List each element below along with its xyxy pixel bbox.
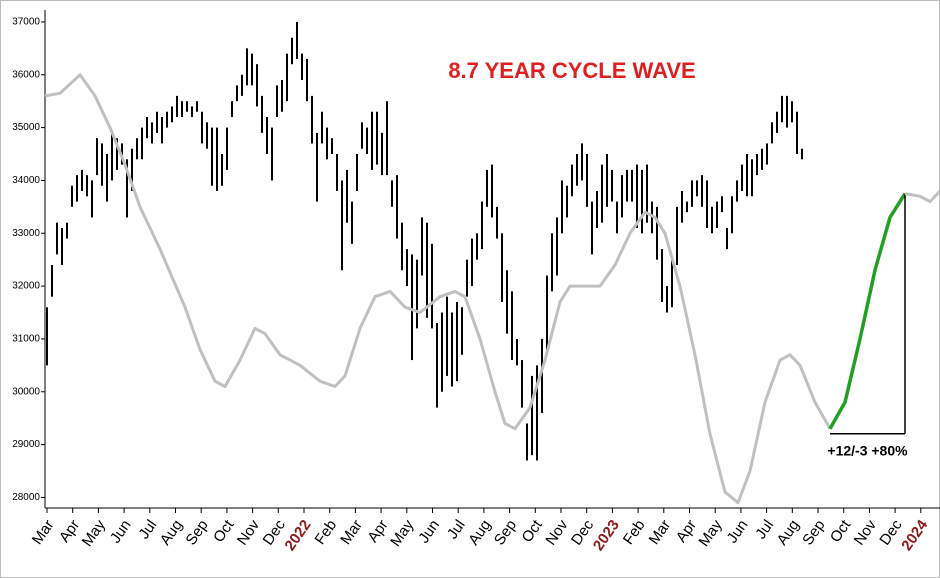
y-tick-label: 34000 [12, 175, 40, 186]
y-tick-label: 28000 [12, 492, 40, 503]
y-tick-label: 37000 [12, 17, 40, 28]
y-tick-label: 33000 [12, 228, 40, 239]
cycle-wave [44, 73, 832, 505]
y-tick-label: 35000 [12, 122, 40, 133]
y-tick-label: 36000 [12, 69, 40, 80]
chart-title: 8.7 YEAR CYCLE WAVE [448, 58, 695, 83]
projection-wave [828, 192, 907, 430]
y-tick-label: 30000 [12, 386, 40, 397]
cycle-wave [904, 189, 940, 204]
y-tick-label: 31000 [12, 334, 40, 345]
annotation: +12/-3 +80% [827, 442, 908, 458]
y-tick-label: 32000 [12, 281, 40, 292]
y-tick-label: 29000 [12, 439, 40, 450]
